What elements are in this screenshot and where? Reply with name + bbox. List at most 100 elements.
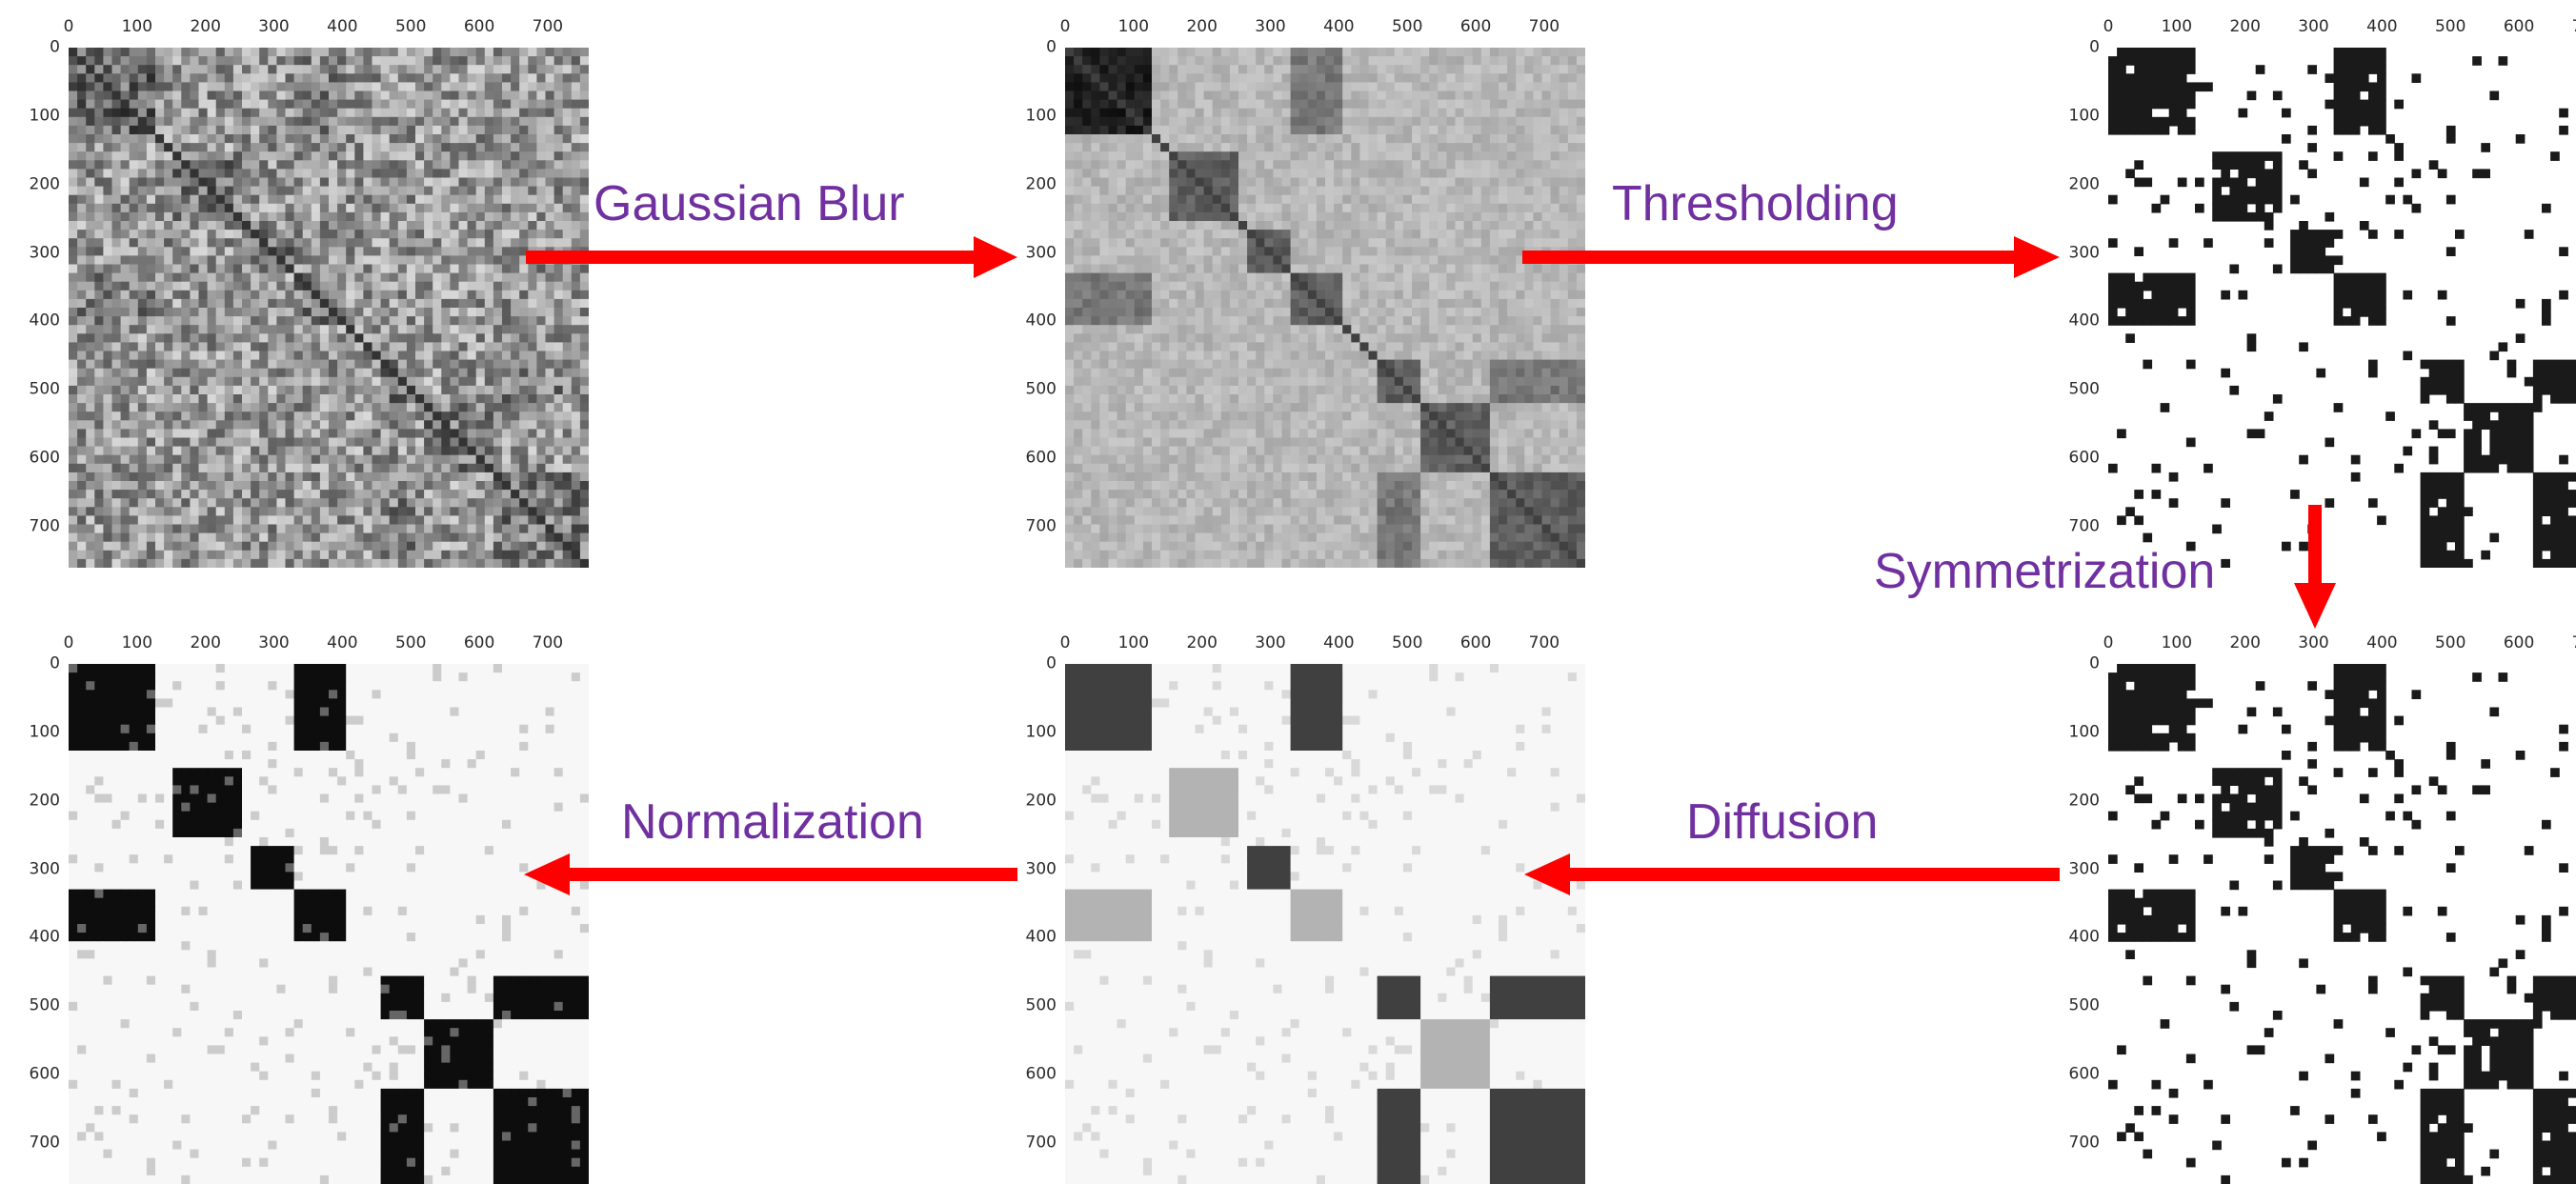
y-tick-label: 400 — [1025, 927, 1057, 947]
y-tick-label: 600 — [1025, 448, 1057, 468]
y-tick-label: 500 — [29, 379, 60, 399]
y-tick-label: 700 — [29, 516, 60, 536]
x-tick-label: 500 — [394, 633, 427, 652]
y-tick-label: 0 — [50, 37, 60, 57]
x-tick-label: 300 — [1255, 633, 1286, 652]
y-tick-label: 500 — [2068, 379, 2100, 399]
y-tick-label: 500 — [1025, 995, 1057, 1015]
x-tick-label: 600 — [1459, 17, 1492, 36]
x-tick-label: 400 — [327, 17, 358, 36]
x-tick-label: 700 — [2572, 19, 2576, 35]
x-tick-label: 700 — [1528, 633, 1560, 652]
x-tick-label: 300 — [2298, 633, 2329, 652]
y-tick-label: 0 — [2089, 37, 2100, 57]
y-tick-label: 400 — [29, 927, 60, 947]
x-tick-label: 300 — [258, 633, 290, 652]
heatmap-normalized — [69, 664, 589, 1184]
y-tick-label: 200 — [2068, 174, 2100, 194]
x-tick-label: 0 — [1059, 633, 1071, 652]
y-tick-label: 200 — [29, 174, 60, 194]
x-tick-label: 500 — [1391, 17, 1423, 36]
x-tick-label: 100 — [121, 17, 153, 36]
panel-normalization: 0 100 200 300 400 500 600 700 0 100 200 300 400 500 60… — [30, 635, 589, 1184]
x-tick-label: 200 — [190, 17, 221, 36]
y-tick-label: 0 — [2089, 653, 2100, 673]
x-tick-label: 100 — [1117, 633, 1150, 652]
x-tick-label: 600 — [463, 17, 495, 36]
y-tick-label: 100 — [2068, 106, 2100, 126]
y-tick-label: 300 — [1025, 243, 1057, 263]
x-tick-label: 600 — [463, 633, 495, 652]
x-tick-label: 0 — [1059, 17, 1071, 36]
y-tick-label: 100 — [29, 106, 60, 126]
x-tick-label: 100 — [2161, 17, 2193, 36]
x-tick-label: 300 — [258, 17, 290, 36]
y-tick-label: 300 — [29, 859, 60, 879]
y-tick-label: 300 — [1025, 859, 1057, 879]
x-tick-label: 100 — [121, 633, 153, 652]
y-tick-label: 200 — [1025, 174, 1057, 194]
x-tick-label: 700 — [1528, 17, 1560, 36]
y-tick-label: 200 — [1025, 791, 1057, 811]
step-label-diffusion: Diffusion — [1686, 794, 1879, 850]
y-tick-label: 300 — [2068, 859, 2100, 879]
x-tick-label: 200 — [190, 633, 221, 652]
y-tick-label: 400 — [2068, 927, 2100, 947]
y-tick-label: 200 — [2068, 791, 2100, 811]
x-tick-label: 0 — [63, 633, 74, 652]
heatmap-blurred — [1065, 48, 1585, 568]
x-tick-label: 700 — [2572, 635, 2576, 652]
x-tick-label: 200 — [2229, 633, 2261, 652]
step-label-gaussian-blur: Gaussian Blur — [594, 176, 905, 231]
y-tick-label: 600 — [2068, 1064, 2100, 1084]
x-tick-label: 500 — [2434, 17, 2466, 36]
y-tick-label: 500 — [1025, 379, 1057, 399]
arrow-thresholding — [1522, 236, 2060, 278]
x-tick-label: 0 — [2103, 633, 2114, 652]
panel-thresholding: 0 100 200 300 400 500 600 700 0 100 200 300 400 500 60… — [2069, 19, 2576, 568]
arrow-symmetrization — [2294, 505, 2336, 629]
step-label-normalization: Normalization — [621, 794, 924, 850]
x-tick-label: 400 — [2366, 633, 2398, 652]
y-tick-label: 600 — [29, 448, 60, 468]
arrow-gaussian-blur — [526, 236, 1017, 278]
y-tick-label: 300 — [2068, 243, 2100, 263]
y-tick-label: 700 — [2068, 516, 2100, 536]
step-label-thresholding: Thresholding — [1612, 176, 1899, 231]
x-tick-label: 100 — [2161, 633, 2193, 652]
x-tick-label: 600 — [1459, 633, 1492, 652]
y-tick-label: 100 — [2068, 722, 2100, 742]
x-tick-label: 200 — [1186, 633, 1218, 652]
x-tick-label: 400 — [2366, 17, 2398, 36]
x-tick-label: 700 — [532, 17, 564, 36]
y-tick-label: 400 — [1025, 311, 1057, 331]
y-tick-label: 600 — [1025, 1064, 1057, 1084]
heatmap-original — [69, 48, 589, 568]
step-label-symmetrization: Symmetrization — [1874, 544, 2216, 599]
y-tick-label: 100 — [1025, 722, 1057, 742]
x-tick-label: 500 — [2434, 633, 2466, 652]
x-tick-label: 0 — [2103, 17, 2114, 36]
arrow-normalization — [524, 853, 1017, 895]
panel-gaussian-blur: 0 100 200 300 400 500 600 700 0 100 200 300 400 500 60… — [1026, 19, 1585, 568]
x-tick-label: 100 — [1117, 17, 1150, 36]
x-tick-label: 400 — [327, 633, 358, 652]
y-tick-label: 100 — [29, 722, 60, 742]
y-tick-label: 400 — [29, 311, 60, 331]
x-tick-label: 300 — [1255, 17, 1286, 36]
arrow-diffusion — [1524, 853, 2060, 895]
x-tick-label: 700 — [532, 633, 564, 652]
x-tick-label: 600 — [2503, 633, 2535, 652]
x-tick-label: 400 — [1323, 633, 1355, 652]
y-tick-label: 200 — [29, 791, 60, 811]
y-tick-label: 0 — [50, 653, 60, 673]
panel-original-affinity: 0 100 200 300 400 500 600 700 0 100 200 300 400 500 60… — [30, 19, 589, 568]
x-tick-label: 500 — [1391, 633, 1423, 652]
x-tick-label: 200 — [1186, 17, 1218, 36]
y-tick-label: 700 — [1025, 516, 1057, 536]
x-tick-label: 300 — [2298, 17, 2329, 36]
x-tick-label: 200 — [2229, 17, 2261, 36]
y-tick-label: 400 — [2068, 311, 2100, 331]
x-tick-label: 600 — [2503, 17, 2535, 36]
y-tick-label: 500 — [29, 995, 60, 1015]
